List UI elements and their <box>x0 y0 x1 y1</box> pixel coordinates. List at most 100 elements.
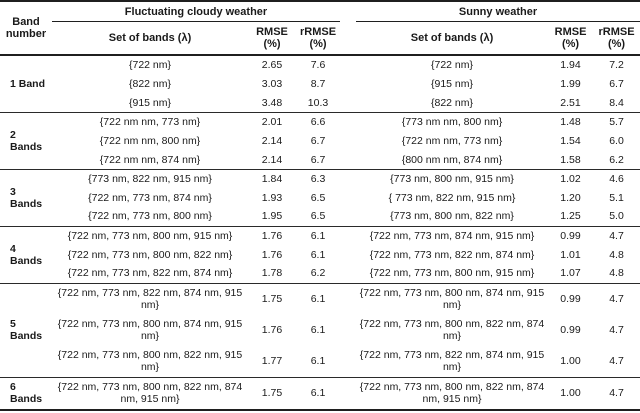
table-row: {722 nm, 773 nm, 800 nm} 1.95 6.5 {773 n… <box>0 207 640 226</box>
cloudy-set-of-bands-header: Set of bands (λ) <box>52 21 248 56</box>
sunny-rmse-cell: 1.07 <box>560 267 581 280</box>
band-group-4: 4 Bands {722 nm, 773 nm, 800 nm, 915 nm}… <box>0 226 640 284</box>
sunny-rrmse-cell: 6.2 <box>609 153 624 166</box>
table-row: {822 nm} 3.03 8.7 {915 nm} 1.99 6.7 <box>0 75 640 94</box>
sunny-rmse-cell: 1.94 <box>560 59 581 72</box>
cloudy-rmse-cell: 1.77 <box>261 355 283 368</box>
sunny-rrmse-cell: 4.7 <box>609 355 624 368</box>
sunny-rmse-cell: 1.02 <box>560 173 581 186</box>
cloudy-rrmse-cell: 6.1 <box>310 293 326 306</box>
gap-cell <box>340 346 356 378</box>
sunny-set-cell: {722 nm, 773 nm, 822 nm, 874 nm, 915 nm} <box>359 349 545 374</box>
band-group-5: 5 Bands {722 nm, 773 nm, 822 nm, 874 nm,… <box>0 283 640 378</box>
table-row: {915 nm} 3.48 10.3 {822 nm} 2.51 8.4 <box>0 93 640 112</box>
sunny-rmse-cell: 0.99 <box>560 230 581 243</box>
sunny-set-cell: {722 nm, 773 nm, 800 nm, 822 nm, 874 nm,… <box>359 381 545 406</box>
cloudy-set-cell: {822 nm} <box>128 77 172 90</box>
cloudy-set-cell: {722 nm nm, 773 nm} <box>99 116 201 129</box>
table-row: 1 Band {722 nm} 2.65 7.6 {722 nm} 1.94 7… <box>0 55 640 90</box>
sunny-set-cell: {722 nm, 773 nm, 800 nm, 874 nm, 915 nm} <box>359 287 545 312</box>
table-row: 5 Bands {722 nm, 773 nm, 822 nm, 874 nm,… <box>0 283 640 342</box>
cloudy-rrmse-cell: 6.7 <box>310 134 326 147</box>
sunny-rrmse-cell: 4.8 <box>609 248 624 261</box>
sunny-rmse-cell: 1.00 <box>560 355 581 368</box>
cloudy-set-cell: {773 nm, 822 nm, 915 nm} <box>88 173 212 186</box>
cloudy-weather-group-header: Fluctuating cloudy weather <box>52 1 341 22</box>
band-group-1: 1 Band {722 nm} 2.65 7.6 {722 nm} 1.94 7… <box>0 55 640 113</box>
sunny-rmse-cell: 1.25 <box>560 210 581 223</box>
table-row: {722 nm, 773 nm, 822 nm, 874 nm} 1.78 6.… <box>0 264 640 283</box>
table-row: 2 Bands {722 nm nm, 773 nm} 2.01 6.6 {77… <box>0 112 640 153</box>
cloudy-rrmse-cell: 6.2 <box>310 267 326 280</box>
sunny-rmse-cell: 2.51 <box>560 96 581 109</box>
band-number-header: Band number <box>0 1 52 56</box>
sunny-rmse-cell: 1.48 <box>560 116 581 129</box>
cloudy-set-cell: {722 nm, 773 nm, 874 nm} <box>88 191 212 204</box>
cloudy-rmse-header: RMSE (%) <box>248 21 296 56</box>
sunny-rrmse-cell: 5.7 <box>609 116 624 129</box>
table-row: {722 nm nm, 800 nm} 2.14 6.7 {722 nm nm,… <box>0 132 640 151</box>
cloudy-rrmse-cell: 10.3 <box>307 96 329 109</box>
cloudy-rmse-cell: 1.76 <box>261 248 283 261</box>
cloudy-set-cell: {722 nm, 773 nm, 800 nm, 915 nm} <box>67 230 233 243</box>
sunny-rrmse-cell: 5.1 <box>609 191 624 204</box>
sunny-rrmse-cell: 4.7 <box>609 324 624 337</box>
cloudy-rmse-cell: 3.48 <box>261 96 283 109</box>
sunny-weather-group-header: Sunny weather <box>356 1 640 22</box>
sunny-rrmse-cell: 6.7 <box>609 77 624 90</box>
gap-cell <box>340 112 356 131</box>
gap-cell <box>340 264 356 283</box>
group-gap-column <box>340 1 357 56</box>
sunny-set-cell: {722 nm, 773 nm, 874 nm, 915 nm} <box>369 230 535 243</box>
gap-cell <box>340 75 356 94</box>
cloudy-rmse-cell: 2.14 <box>261 153 283 166</box>
table-row: {722 nm, 773 nm, 800 nm, 822 nm, 915 nm}… <box>0 346 640 378</box>
sunny-rrmse-header: rRMSE (%) <box>593 21 640 56</box>
cloudy-set-cell: {915 nm} <box>128 96 172 109</box>
sunny-rmse-cell: 1.20 <box>560 191 581 204</box>
cloudy-set-cell: {722 nm, 773 nm, 800 nm, 822 nm, 915 nm} <box>57 349 243 374</box>
sunny-set-cell: {773 nm, 800 nm, 822 nm} <box>390 210 514 223</box>
cloudy-rmse-cell: 1.75 <box>261 387 283 400</box>
table-row: {722 nm, 773 nm, 874 nm} 1.93 6.5 { 773 … <box>0 189 640 208</box>
table-row: {722 nm, 773 nm, 800 nm, 822 nm} 1.76 6.… <box>0 245 640 264</box>
cloudy-set-cell: {722 nm, 773 nm, 800 nm, 822 nm, 874 nm,… <box>57 381 243 406</box>
sunny-rrmse-cell: 4.7 <box>609 230 624 243</box>
sunny-rmse-cell: 1.54 <box>560 134 581 147</box>
sunny-rmse-header: RMSE (%) <box>548 21 594 56</box>
sunny-rrmse-cell: 5.0 <box>609 210 624 223</box>
sunny-set-cell: {722 nm, 773 nm, 800 nm, 822 nm, 874 nm} <box>359 318 545 343</box>
cloudy-rmse-cell: 2.65 <box>261 59 283 72</box>
cloudy-rrmse-cell: 6.1 <box>310 355 326 368</box>
gap-cell <box>340 377 356 410</box>
cloudy-rmse-cell: 3.03 <box>261 77 283 90</box>
sunny-rrmse-cell: 4.7 <box>609 293 624 306</box>
sunny-rrmse-cell: 7.2 <box>609 59 624 72</box>
table-row: 3 Bands {773 nm, 822 nm, 915 nm} 1.84 6.… <box>0 169 640 210</box>
cloudy-rrmse-cell: 6.1 <box>310 387 326 400</box>
cloudy-rmse-cell: 2.01 <box>261 116 283 129</box>
gap-cell <box>340 315 356 346</box>
cloudy-rrmse-cell: 6.6 <box>310 116 326 129</box>
band-group-label: 1 Band <box>10 77 46 90</box>
cloudy-rmse-cell: 1.78 <box>261 267 283 280</box>
sunny-set-cell: {915 nm} <box>430 77 474 90</box>
gap-cell <box>340 132 356 151</box>
sunny-set-of-bands-header: Set of bands (λ) <box>356 21 549 56</box>
cloudy-rmse-cell: 1.76 <box>261 230 283 243</box>
cloudy-set-cell: {722 nm, 773 nm, 800 nm} <box>88 210 212 223</box>
cloudy-rmse-cell: 1.95 <box>261 210 283 223</box>
cloudy-rrmse-cell: 6.1 <box>310 324 326 337</box>
sunny-rmse-cell: 1.58 <box>560 153 581 166</box>
cloudy-rmse-cell: 1.75 <box>261 293 283 306</box>
sunny-rmse-cell: 1.00 <box>560 387 581 400</box>
sunny-set-cell: {773 nm nm, 800 nm} <box>401 116 503 129</box>
gap-cell <box>340 55 356 75</box>
table-row: 4 Bands {722 nm, 773 nm, 800 nm, 915 nm}… <box>0 226 640 267</box>
table-row: {722 nm, 773 nm, 800 nm, 874 nm, 915 nm}… <box>0 315 640 346</box>
cloudy-rmse-cell: 1.76 <box>261 324 283 337</box>
sunny-rrmse-cell: 8.4 <box>609 96 624 109</box>
gap-cell <box>340 207 356 226</box>
sunny-set-cell: { 773 nm, 822 nm, 915 nm} <box>388 191 516 204</box>
